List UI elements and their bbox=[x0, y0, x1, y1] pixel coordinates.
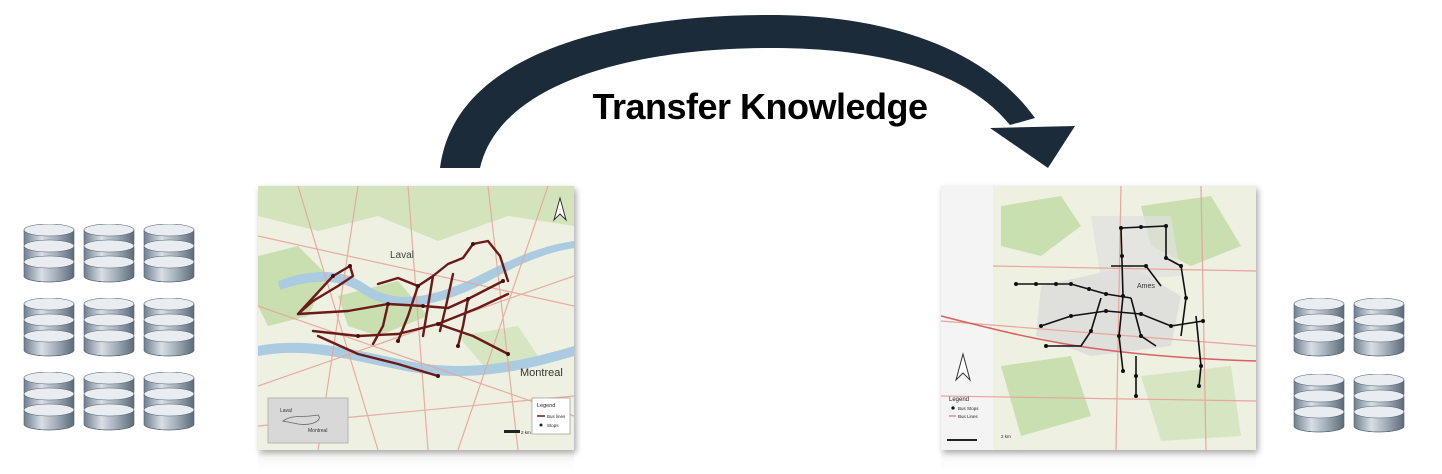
target-legend-bus-lines: Bus Lines bbox=[958, 414, 979, 419]
target-map-reflection bbox=[941, 452, 1256, 472]
source-city-label-laval: Laval bbox=[390, 250, 414, 261]
database-icon bbox=[1292, 297, 1346, 369]
database-icon bbox=[22, 297, 76, 369]
arrow-label: Transfer Knowledge bbox=[592, 86, 928, 127]
inset-label-laval: Laval bbox=[280, 408, 292, 414]
transfer-arrow-head bbox=[990, 126, 1075, 168]
database-icon bbox=[1352, 373, 1406, 445]
source-legend-title: Legend bbox=[537, 403, 555, 409]
inset-label-montreal: Montreal bbox=[308, 428, 327, 434]
target-legend-title: Legend bbox=[949, 397, 969, 403]
database-icon bbox=[1292, 373, 1346, 445]
database-icon bbox=[1352, 297, 1406, 369]
source-legend-bus-lines: Bus lines bbox=[547, 414, 566, 419]
database-icon bbox=[82, 297, 136, 369]
source-city-label-montreal: Montreal bbox=[520, 367, 563, 379]
target-city-label-ames: Ames bbox=[1137, 283, 1155, 290]
left-database-stack bbox=[22, 223, 200, 446]
source-map-reflection bbox=[258, 452, 574, 472]
database-icon bbox=[82, 223, 136, 295]
transfer-arrow-body bbox=[440, 15, 1035, 168]
source-legend bbox=[531, 397, 571, 435]
target-city-map: Ames Legend Bus Stops Bus Lines 2 km bbox=[941, 186, 1256, 450]
database-icon bbox=[142, 297, 196, 369]
source-legend-stops: Stops bbox=[547, 423, 559, 428]
target-legend-bus-stops: Bus Stops bbox=[958, 406, 979, 411]
source-inset-map bbox=[267, 397, 349, 444]
database-icon bbox=[82, 371, 136, 443]
source-scale-label: 2 km bbox=[521, 430, 531, 435]
target-scale-label: 2 km bbox=[1001, 434, 1011, 439]
right-database-stack bbox=[1292, 297, 1410, 446]
database-icon bbox=[22, 371, 76, 443]
source-city-map: Laval Montreal Laval Montreal Legend Bus… bbox=[258, 186, 574, 450]
database-icon bbox=[22, 223, 76, 295]
database-icon bbox=[142, 371, 196, 443]
north-arrow-icon bbox=[553, 196, 567, 222]
database-icon bbox=[142, 223, 196, 295]
north-arrow-icon bbox=[955, 352, 971, 382]
